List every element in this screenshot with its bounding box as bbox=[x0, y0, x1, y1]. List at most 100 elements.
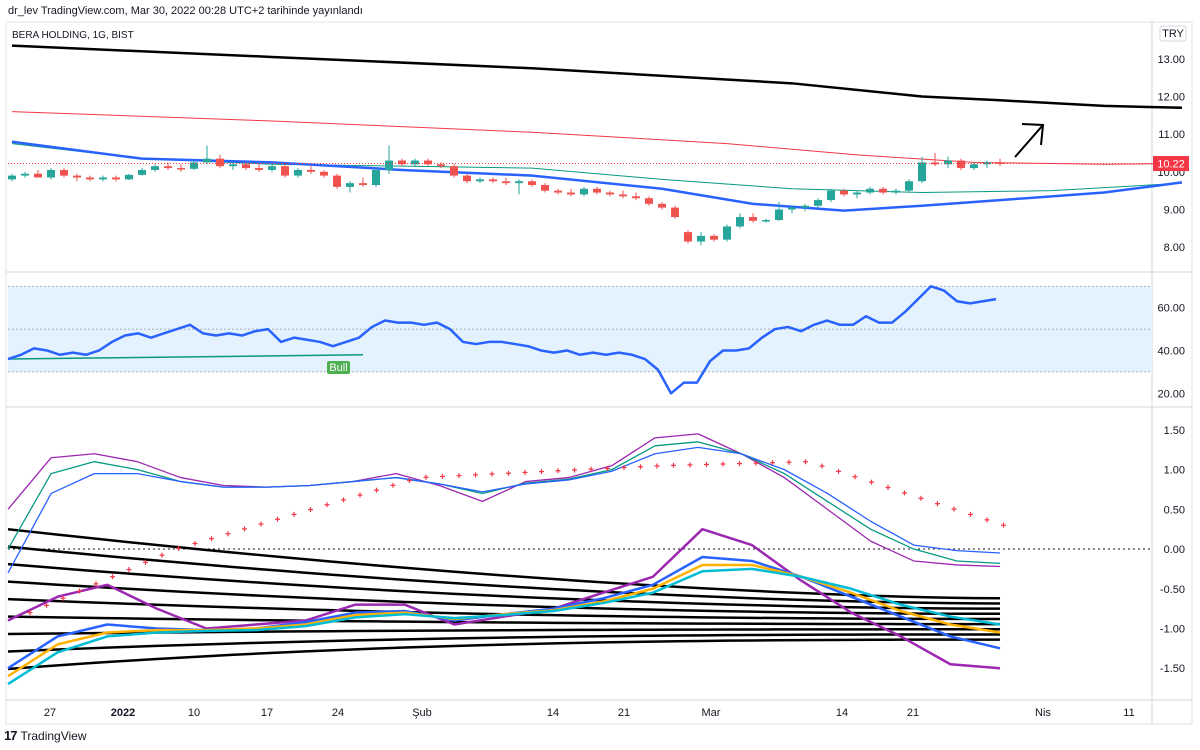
macd-tick-label: 1.50 bbox=[1164, 425, 1185, 437]
psar-cross bbox=[687, 462, 693, 468]
ma-red-line bbox=[11, 111, 1183, 165]
psar-cross bbox=[258, 521, 264, 527]
candle bbox=[268, 164, 276, 172]
candle bbox=[34, 169, 42, 178]
macd-panel: 1.50 1.00 0.50 0.00 -0.50 -1.00 -1.50 bbox=[7, 425, 1185, 686]
time-tick-label: 14 bbox=[836, 707, 848, 719]
ma-blue-line bbox=[11, 140, 1183, 212]
currency-badge[interactable]: TRY bbox=[1159, 25, 1187, 42]
candle bbox=[866, 186, 874, 195]
candle bbox=[151, 164, 159, 172]
candle bbox=[138, 168, 146, 176]
candle bbox=[892, 188, 900, 195]
time-tick-label: 14 bbox=[547, 707, 559, 719]
candle bbox=[112, 175, 120, 182]
candle bbox=[346, 181, 354, 193]
psar-cross bbox=[126, 567, 132, 573]
candle bbox=[190, 160, 198, 170]
time-tick-label: Şub bbox=[412, 707, 432, 719]
psar-cross bbox=[242, 526, 247, 532]
psar-cross bbox=[671, 462, 676, 468]
macd-tick-label: 1.00 bbox=[1164, 465, 1185, 477]
psar-cross bbox=[489, 471, 495, 477]
candle bbox=[580, 186, 588, 197]
candle bbox=[905, 179, 913, 193]
psar-cross bbox=[275, 516, 280, 522]
candle bbox=[359, 177, 367, 187]
psar-cross bbox=[308, 507, 313, 513]
candle bbox=[463, 173, 471, 184]
candle bbox=[372, 168, 380, 187]
candle bbox=[606, 190, 614, 197]
candle bbox=[177, 164, 185, 172]
price-moving-averages bbox=[11, 44, 1183, 212]
psar-cross bbox=[1001, 522, 1006, 528]
psar-cross bbox=[588, 466, 594, 472]
macd-tick-label: -0.50 bbox=[1160, 584, 1185, 596]
psar-cross bbox=[984, 517, 990, 523]
candle bbox=[710, 233, 718, 242]
candle bbox=[528, 179, 536, 187]
macd-blue-line bbox=[7, 446, 1001, 574]
candle bbox=[333, 173, 341, 189]
psar-cross bbox=[407, 477, 412, 483]
candle bbox=[450, 164, 458, 178]
psar-cross bbox=[225, 531, 231, 537]
candle bbox=[73, 173, 81, 182]
psar-cross bbox=[621, 465, 627, 471]
psar-cross bbox=[27, 610, 33, 616]
candle bbox=[827, 188, 835, 202]
psar-cross bbox=[374, 487, 379, 493]
candle bbox=[814, 198, 822, 208]
time-tick-label: 24 bbox=[332, 707, 344, 719]
candle bbox=[723, 224, 731, 242]
psar-cross bbox=[357, 492, 363, 498]
bull-label: Bull bbox=[327, 361, 350, 374]
psar-cross bbox=[539, 469, 544, 475]
psar-cross bbox=[704, 461, 709, 467]
rsi-line bbox=[7, 285, 997, 395]
last-price-label: 10.22 bbox=[1157, 159, 1185, 171]
psar-cross bbox=[341, 497, 346, 503]
psar-cross bbox=[192, 540, 198, 546]
candle bbox=[983, 160, 991, 169]
psar-cross bbox=[291, 511, 297, 517]
candle bbox=[203, 145, 211, 165]
candle bbox=[684, 230, 692, 244]
psar-cross bbox=[440, 473, 445, 479]
psar-cross bbox=[473, 472, 478, 478]
tradingview-logo-text: TradingView bbox=[20, 728, 87, 743]
candle bbox=[60, 168, 68, 178]
psar-cross bbox=[456, 473, 462, 479]
candle bbox=[99, 175, 107, 182]
candle bbox=[619, 190, 627, 199]
candle bbox=[697, 232, 705, 246]
candle bbox=[294, 168, 302, 178]
psar-cross bbox=[605, 465, 610, 471]
time-axis: 27 2022 10 17 24 Şub 14 21 Mar 14 21 Nis 11 bbox=[44, 707, 1135, 719]
arrow-up-right-annotation bbox=[1014, 123, 1045, 158]
candle bbox=[47, 168, 55, 180]
time-tick-label: 21 bbox=[907, 707, 919, 719]
price-tick-label: 9.00 bbox=[1164, 205, 1185, 217]
psar-cross bbox=[522, 469, 528, 475]
candle bbox=[307, 166, 315, 174]
tradingview-logo[interactable]: 17 TradingView bbox=[4, 728, 87, 743]
psar-cross bbox=[654, 463, 660, 469]
psar-cross bbox=[951, 506, 957, 512]
candle bbox=[502, 177, 510, 186]
panel-frame bbox=[5, 21, 1193, 725]
candle bbox=[424, 158, 432, 167]
currency-badge-label: TRY bbox=[1162, 28, 1184, 40]
candle bbox=[775, 201, 783, 221]
author-name: dr_lev bbox=[8, 5, 38, 17]
candle bbox=[671, 205, 679, 219]
time-tick-label: 2022 bbox=[111, 707, 135, 719]
psar-cross bbox=[753, 460, 759, 466]
psar-cross bbox=[209, 536, 214, 542]
price-candles bbox=[8, 145, 1004, 246]
time-tick-label: Nis bbox=[1035, 707, 1051, 719]
psar-cross bbox=[869, 479, 874, 485]
ribbon-cyan-line bbox=[7, 567, 1001, 686]
